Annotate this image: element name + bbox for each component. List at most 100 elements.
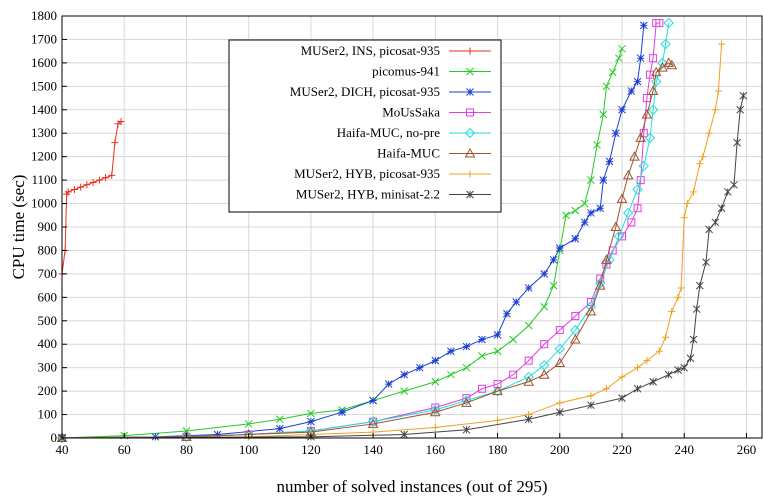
legend-label: Haifa-MUC, no-pre [337,125,440,140]
data-point [602,385,610,393]
data-point [275,424,284,433]
series-line [61,44,723,439]
data-point [627,218,636,227]
data-point [635,132,647,142]
legend-label: picomus-941 [372,64,440,79]
legend: MUSer2, INS, picosat-935 picomus-941 MUSer… [228,39,502,213]
data-point [664,370,673,379]
data-point [461,397,472,407]
data-point [622,169,634,180]
data-point [736,105,745,114]
data-point [718,40,726,48]
data-point [102,174,110,182]
legend-marker [466,190,474,199]
data-point [647,85,659,96]
data-point [478,335,486,344]
y-axis-title: CPU time (sec) [9,175,28,280]
series-line [61,95,744,439]
data-point [503,309,511,318]
y-tick-label: 1200 [31,149,57,164]
data-point [618,44,626,53]
data-point [549,281,558,290]
series-5 [56,57,678,442]
legend-marker [466,67,474,76]
data-point [369,417,378,426]
data-point [711,106,719,114]
data-point [181,431,192,443]
data-point [400,387,409,395]
legend-marker [466,47,474,55]
legend-label: MoUsSaka [382,105,440,120]
data-point [540,340,549,349]
data-point [338,408,346,417]
data-point [549,255,558,264]
y-tick-label: 1100 [31,172,57,187]
data-point [730,180,738,189]
data-point [686,354,695,363]
legend-label: Haifa-MUC [377,146,440,161]
data-point [431,377,440,386]
y-tick-label: 500 [38,313,58,328]
data-point [633,77,642,86]
data-point [739,91,748,100]
legend-marker [464,147,476,158]
data-point [702,258,710,267]
data-point [540,270,549,278]
data-point [593,141,601,149]
data-point [70,185,78,193]
data-point [674,366,682,374]
data-point [599,110,608,119]
x-tick-label: 240 [674,442,694,457]
data-point [714,87,722,95]
data-point [649,54,658,63]
data-point [690,188,698,196]
data-point [478,384,486,393]
data-point [643,357,651,365]
data-point [629,151,640,161]
data-point [64,188,72,196]
data-point [668,307,676,315]
data-point [599,176,608,184]
data-point [181,431,192,441]
data-point [641,108,653,119]
data-point [580,199,589,208]
legend-marker [466,108,474,117]
y-tick-label: 800 [38,242,58,257]
data-point [478,352,486,360]
data-point [633,204,642,213]
data-point [569,334,581,344]
data-point [587,176,595,184]
data-point [717,204,726,213]
x-tick-label: 160 [426,442,446,457]
data-point [524,356,533,365]
y-tick-label: 1000 [31,196,57,211]
x-tick-label: 80 [180,442,193,457]
data-point [601,254,612,264]
data-point [493,347,502,356]
data-point [580,218,589,227]
data-point [623,207,634,219]
data-point [400,430,409,439]
data-point [275,415,284,424]
data-point [512,298,521,306]
data-point [660,38,671,50]
data-point [627,87,636,95]
x-tick-label: 120 [301,442,321,457]
data-point [647,104,659,115]
data-point [400,370,409,379]
data-point [571,206,580,215]
data-point [674,293,682,301]
data-point [494,416,502,424]
data-point [367,416,379,427]
data-point [585,305,597,316]
data-point [655,19,664,28]
data-point [618,394,626,402]
data-point [462,425,471,434]
data-point [587,209,595,217]
data-point [644,132,656,144]
legend-label: MUSer2, HYB, minisat-2.2 [296,187,440,202]
data-point [666,59,678,70]
data-point [77,183,85,191]
data-point [657,62,668,72]
data-point [602,82,611,91]
